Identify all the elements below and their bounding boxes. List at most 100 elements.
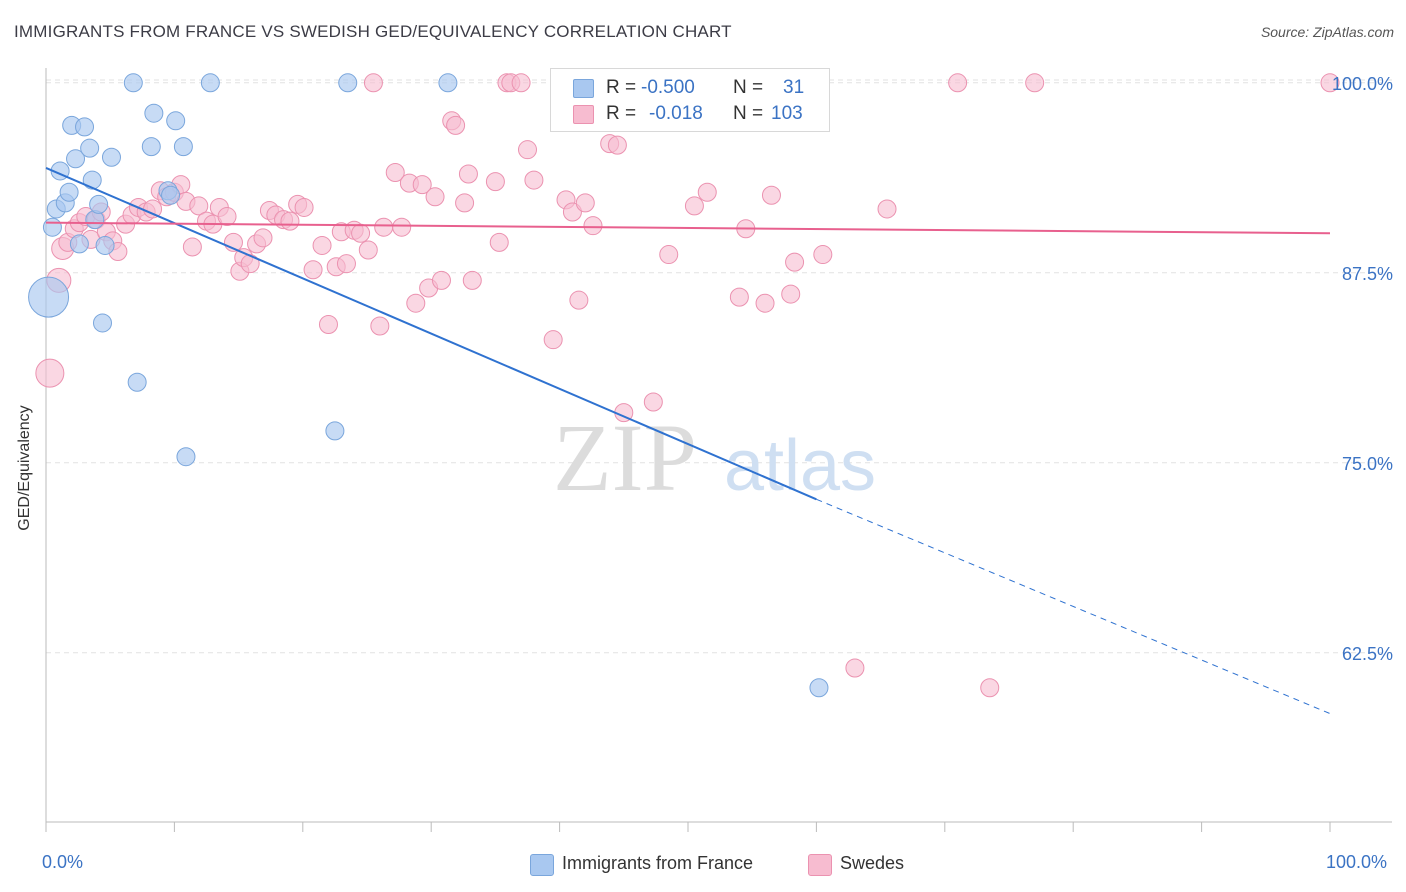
france-point bbox=[28, 276, 70, 318]
swedes-legend-swatch bbox=[808, 854, 832, 876]
swedes-point bbox=[659, 245, 679, 265]
axes bbox=[45, 68, 1392, 832]
france-point bbox=[95, 235, 115, 255]
france-point bbox=[144, 103, 164, 123]
swedes-point bbox=[569, 290, 589, 310]
swedes-point bbox=[781, 284, 801, 304]
swedes-point bbox=[813, 245, 833, 265]
series-legend: Immigrants from France Swedes bbox=[0, 852, 1406, 878]
swedes-point bbox=[431, 270, 451, 290]
swedes-point bbox=[280, 211, 300, 231]
france-point bbox=[166, 111, 186, 131]
france-point bbox=[338, 73, 358, 93]
r-value: -0.018 bbox=[649, 103, 703, 124]
swedes-point bbox=[458, 164, 478, 184]
swedes-point bbox=[189, 196, 209, 216]
swedes-point bbox=[877, 199, 897, 219]
n-value: 103 bbox=[771, 103, 803, 124]
swedes-point bbox=[583, 216, 603, 236]
swedes-point bbox=[697, 182, 717, 202]
swedes-points bbox=[35, 73, 1340, 698]
swedes-point bbox=[294, 197, 314, 217]
swedes-point bbox=[643, 392, 663, 412]
swedes-point bbox=[948, 73, 968, 93]
r-label: R = bbox=[606, 77, 637, 98]
france-point bbox=[75, 117, 95, 137]
x-tick-label-max: 100.0% bbox=[1326, 852, 1388, 872]
watermark: ZIP atlas bbox=[553, 404, 876, 511]
y-tick-label: 75.0% bbox=[1342, 454, 1393, 474]
swedes-point bbox=[543, 330, 563, 350]
n-value: 31 bbox=[783, 77, 805, 98]
y-tick-label: 87.5% bbox=[1342, 264, 1393, 284]
swedes-trend-line bbox=[45, 221, 1331, 235]
r-label: R = bbox=[606, 103, 637, 124]
swedes-point bbox=[489, 232, 509, 252]
y-tick-labels: 62.5% 75.0% 87.5% 100.0% bbox=[1332, 74, 1393, 664]
source-credit: Source: ZipAtlas.com bbox=[1260, 24, 1394, 40]
swedes-point bbox=[358, 240, 378, 260]
swedes-point bbox=[35, 358, 65, 388]
swedes-point bbox=[607, 135, 627, 155]
france-swatch bbox=[573, 79, 594, 98]
france-legend-swatch bbox=[530, 854, 554, 876]
swedes-point bbox=[511, 73, 531, 93]
stats-legend: R = -0.500 N = 31 R = -0.018 N = 103 bbox=[550, 68, 830, 132]
swedes-point bbox=[455, 193, 475, 213]
france-point bbox=[66, 149, 86, 169]
swedes-point bbox=[755, 293, 775, 313]
swedes-point bbox=[485, 172, 505, 192]
france-points bbox=[28, 73, 829, 698]
swedes-point bbox=[406, 293, 426, 313]
swedes-point bbox=[351, 223, 371, 243]
swedes-swatch bbox=[573, 105, 594, 124]
france-point bbox=[59, 182, 79, 202]
swedes-point bbox=[412, 175, 432, 195]
y-axis-label: GED/Equivalency bbox=[16, 405, 33, 531]
swedes-point bbox=[518, 140, 537, 160]
france-point bbox=[438, 73, 458, 93]
swedes-point bbox=[845, 658, 865, 678]
swedes-point bbox=[303, 260, 323, 280]
france-point bbox=[173, 137, 193, 157]
swedes-point bbox=[562, 202, 582, 222]
france-point bbox=[123, 73, 143, 93]
france-point bbox=[101, 147, 121, 167]
france-trend-extension bbox=[816, 498, 1331, 715]
swedes-point bbox=[1320, 73, 1340, 93]
france-point bbox=[42, 217, 62, 237]
swedes-point bbox=[425, 187, 445, 207]
france-point bbox=[82, 170, 102, 190]
france-point bbox=[141, 137, 161, 157]
swedes-point bbox=[446, 115, 466, 135]
france-trend-line bbox=[45, 167, 817, 501]
swedes-point bbox=[385, 162, 405, 182]
x-tick-label-min: 0.0% bbox=[42, 852, 84, 872]
n-label: N = bbox=[733, 77, 764, 98]
y-tick-label: 62.5% bbox=[1342, 644, 1393, 664]
france-point bbox=[176, 447, 196, 467]
swedes-point bbox=[462, 270, 482, 290]
swedes-point bbox=[524, 170, 544, 190]
swedes-point bbox=[392, 217, 412, 237]
france-point bbox=[89, 194, 109, 214]
france-point bbox=[325, 421, 345, 441]
swedes-point bbox=[336, 254, 356, 274]
swedes-point bbox=[312, 235, 332, 255]
france-point bbox=[92, 313, 112, 333]
swedes-point bbox=[684, 196, 704, 216]
legend-label-swedes: Swedes bbox=[840, 853, 905, 873]
swedes-point bbox=[374, 217, 394, 237]
swedes-point bbox=[182, 237, 202, 257]
swedes-point bbox=[253, 228, 273, 248]
swedes-point bbox=[980, 678, 1000, 698]
swedes-point bbox=[143, 199, 163, 219]
watermark-atlas: atlas bbox=[724, 426, 876, 506]
swedes-point bbox=[370, 316, 390, 336]
france-point bbox=[127, 372, 147, 392]
france-point bbox=[69, 234, 89, 254]
grid-lines bbox=[46, 79, 1392, 654]
chart-title: IMMIGRANTS FROM FRANCE VS SWEDISH GED/EQ… bbox=[14, 22, 732, 41]
y-tick-label: 100.0% bbox=[1332, 74, 1393, 94]
france-point bbox=[80, 138, 100, 158]
